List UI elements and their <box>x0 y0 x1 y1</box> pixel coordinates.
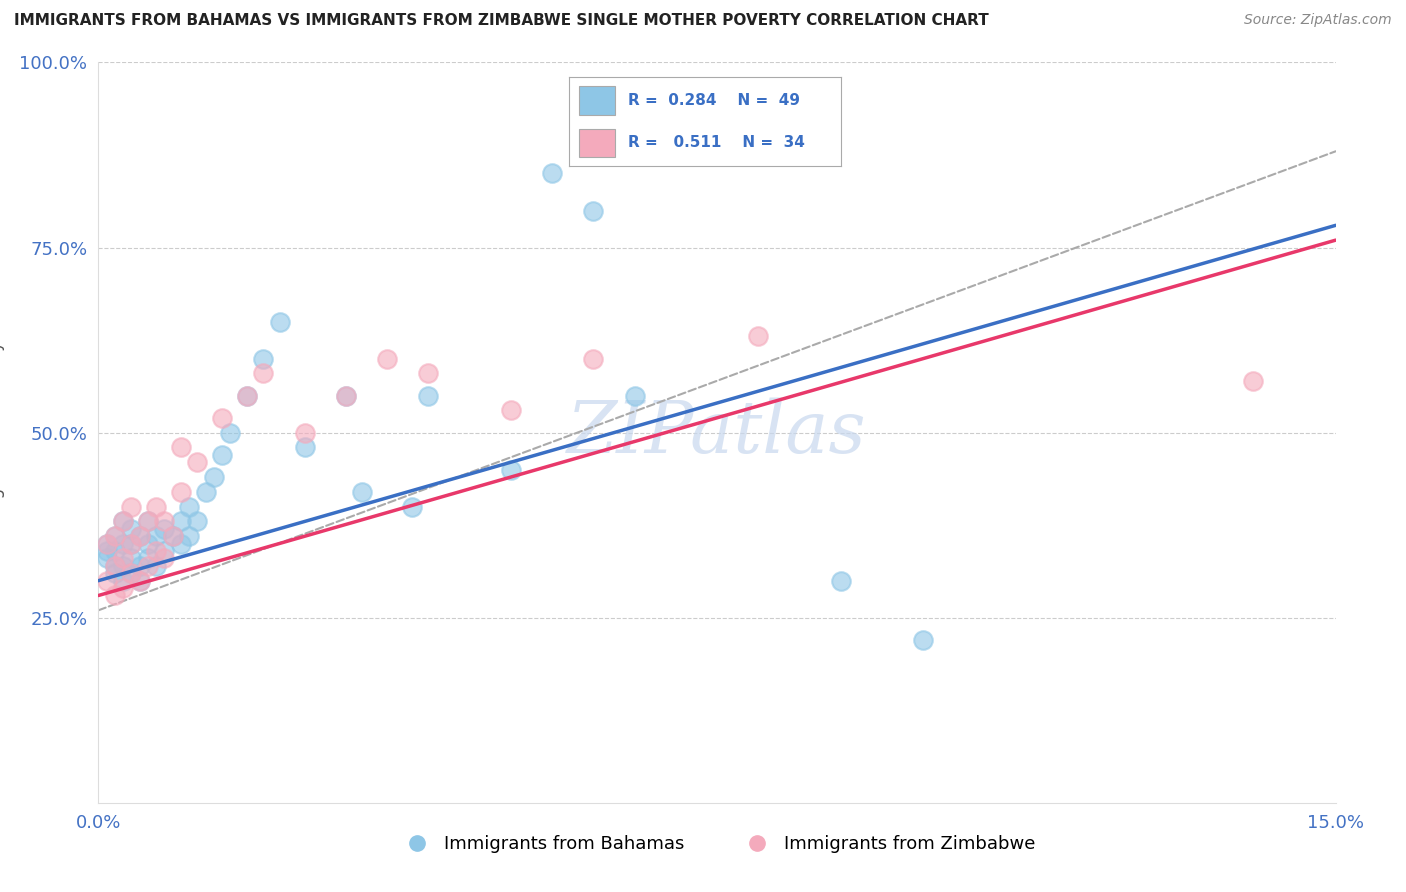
Point <box>145 558 167 573</box>
Point <box>96 544 118 558</box>
Y-axis label: Single Mother Poverty: Single Mother Poverty <box>0 341 6 524</box>
Point <box>145 500 167 514</box>
Point <box>153 522 176 536</box>
Point <box>236 388 259 402</box>
Point <box>120 566 142 581</box>
Point <box>236 388 259 402</box>
Legend: Immigrants from Bahamas, Immigrants from Zimbabwe: Immigrants from Bahamas, Immigrants from… <box>392 828 1042 861</box>
Point <box>104 529 127 543</box>
Point <box>153 551 176 566</box>
Point <box>294 441 316 455</box>
Point <box>211 448 233 462</box>
Point <box>401 500 423 514</box>
Point <box>294 425 316 440</box>
Point <box>120 536 142 550</box>
Point <box>104 558 127 573</box>
Point <box>170 441 193 455</box>
Point <box>162 529 184 543</box>
Point <box>104 544 127 558</box>
Point <box>112 515 135 529</box>
Point <box>335 388 357 402</box>
Point <box>128 574 150 588</box>
Point <box>1241 374 1264 388</box>
Point <box>162 529 184 543</box>
Point <box>269 314 291 328</box>
Point <box>120 536 142 550</box>
Point <box>96 536 118 550</box>
Point <box>179 529 201 543</box>
Point <box>582 351 605 366</box>
Point <box>582 203 605 218</box>
Point <box>352 484 374 499</box>
Point <box>104 529 127 543</box>
Point <box>112 536 135 550</box>
Point <box>96 574 118 588</box>
Point <box>211 410 233 425</box>
Point <box>145 529 167 543</box>
Point <box>128 558 150 573</box>
Point <box>112 551 135 566</box>
Point <box>128 529 150 543</box>
Point <box>375 351 398 366</box>
Point <box>153 544 176 558</box>
Point <box>179 500 201 514</box>
Point <box>194 484 217 499</box>
Point <box>186 515 208 529</box>
Point <box>136 515 159 529</box>
Point <box>153 515 176 529</box>
Point <box>112 581 135 595</box>
Point <box>112 515 135 529</box>
Point <box>170 515 193 529</box>
Point <box>136 558 159 573</box>
Point <box>112 574 135 588</box>
Point <box>747 329 769 343</box>
Text: IMMIGRANTS FROM BAHAMAS VS IMMIGRANTS FROM ZIMBABWE SINGLE MOTHER POVERTY CORREL: IMMIGRANTS FROM BAHAMAS VS IMMIGRANTS FR… <box>14 13 988 29</box>
Point <box>128 574 150 588</box>
Point <box>170 536 193 550</box>
Point <box>541 166 564 180</box>
Point <box>120 500 142 514</box>
Point <box>112 558 135 573</box>
Point <box>912 632 935 647</box>
Point <box>252 351 274 366</box>
Point <box>128 529 150 543</box>
Point <box>186 455 208 469</box>
Point <box>418 388 440 402</box>
Point <box>219 425 242 440</box>
Point <box>96 536 118 550</box>
Point <box>252 367 274 381</box>
Point <box>120 522 142 536</box>
Point <box>136 536 159 550</box>
Point <box>145 544 167 558</box>
Point <box>104 589 127 603</box>
Text: Source: ZipAtlas.com: Source: ZipAtlas.com <box>1244 13 1392 28</box>
Point <box>623 388 645 402</box>
Point <box>104 566 127 581</box>
Point <box>120 566 142 581</box>
Point <box>120 551 142 566</box>
Point <box>170 484 193 499</box>
Point <box>96 551 118 566</box>
Point <box>418 367 440 381</box>
Point <box>202 470 225 484</box>
Text: ZIPatlas: ZIPatlas <box>567 397 868 468</box>
Point <box>335 388 357 402</box>
Point <box>499 462 522 476</box>
Point <box>830 574 852 588</box>
Point <box>136 551 159 566</box>
Point <box>499 403 522 417</box>
Point <box>104 558 127 573</box>
Point <box>136 515 159 529</box>
